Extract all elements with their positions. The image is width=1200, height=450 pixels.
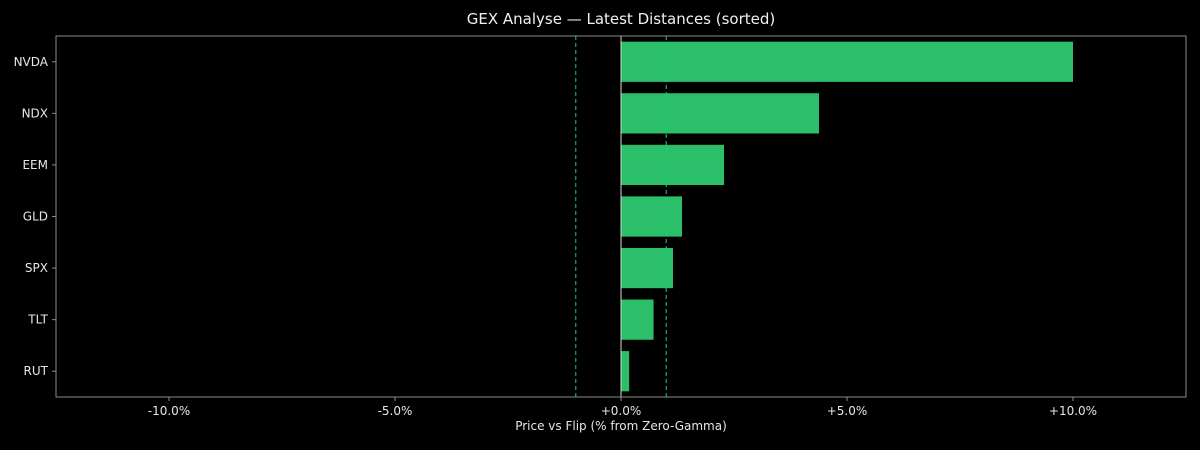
y-tick-label-rut: RUT <box>24 364 49 378</box>
bar-rut <box>621 351 630 392</box>
x-tick-label: +10.0% <box>1049 404 1097 418</box>
x-tick-label: +5.0% <box>827 404 868 418</box>
x-axis-ticks: -10.0% -5.0% +0.0% +5.0% +10.0% <box>148 397 1097 418</box>
chart-title: GEX Analyse — Latest Distances (sorted) <box>467 10 776 28</box>
y-tick-label-nvda: NVDA <box>14 55 49 69</box>
reference-lines-layer <box>575 36 667 397</box>
bar-ndx <box>621 93 819 134</box>
y-tick-label-eem: EEM <box>22 158 48 172</box>
bar-tlt <box>621 299 654 340</box>
y-tick-label-ndx: NDX <box>22 106 48 120</box>
bar-gld <box>621 196 683 237</box>
bar-nvda <box>621 41 1073 82</box>
x-tick-label: -5.0% <box>378 404 413 418</box>
bar-spx <box>621 247 673 289</box>
y-axis-ticks: NVDA NDX EEM GLD SPX TLT RUT <box>14 55 56 378</box>
x-tick-label: +0.0% <box>601 404 642 418</box>
bar-eem <box>621 144 725 186</box>
y-tick-label-spx: SPX <box>25 261 48 275</box>
x-axis-label: Price vs Flip (% from Zero-Gamma) <box>515 419 727 433</box>
y-tick-label-tlt: TLT <box>27 313 48 327</box>
bars-layer <box>621 41 1073 392</box>
y-tick-label-gld: GLD <box>23 210 48 224</box>
x-tick-label: -10.0% <box>148 404 190 418</box>
